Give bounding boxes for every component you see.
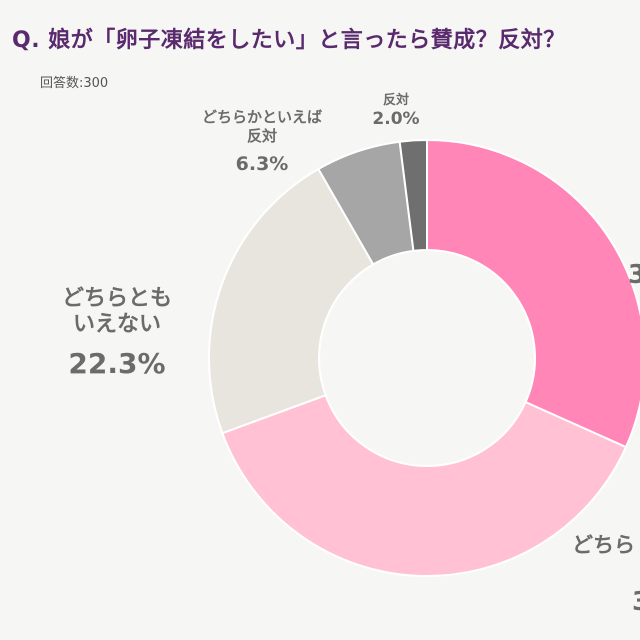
slice-4	[398, 138, 428, 252]
sample-size: 回答数:300	[40, 76, 109, 91]
slice-label-2-line-1: いえない	[73, 312, 161, 337]
slice-label-1-line-0: どちら	[572, 533, 635, 557]
slice-value-2: 22.3%	[68, 347, 165, 380]
slice-label-0-line-0: 3	[628, 260, 640, 290]
slice-0	[426, 138, 640, 449]
slice-label-3-line-0: どちらかといえば	[202, 108, 322, 126]
slice-label-4-line-0: 反対	[383, 92, 409, 108]
slice-label-2-line-0: どちらとも	[62, 286, 172, 311]
chart-title: Q. 娘が「卵子凍結をしたい」と言ったら賛成？反対？	[12, 28, 566, 53]
slice-value-1: 3	[632, 587, 640, 617]
slice-value-3: 6.3%	[236, 153, 289, 175]
slice-value-4: 2.0%	[372, 109, 419, 129]
slice-1	[221, 393, 628, 577]
slice-2	[208, 167, 375, 435]
slice-label-3-line-1: 反対	[247, 127, 277, 145]
